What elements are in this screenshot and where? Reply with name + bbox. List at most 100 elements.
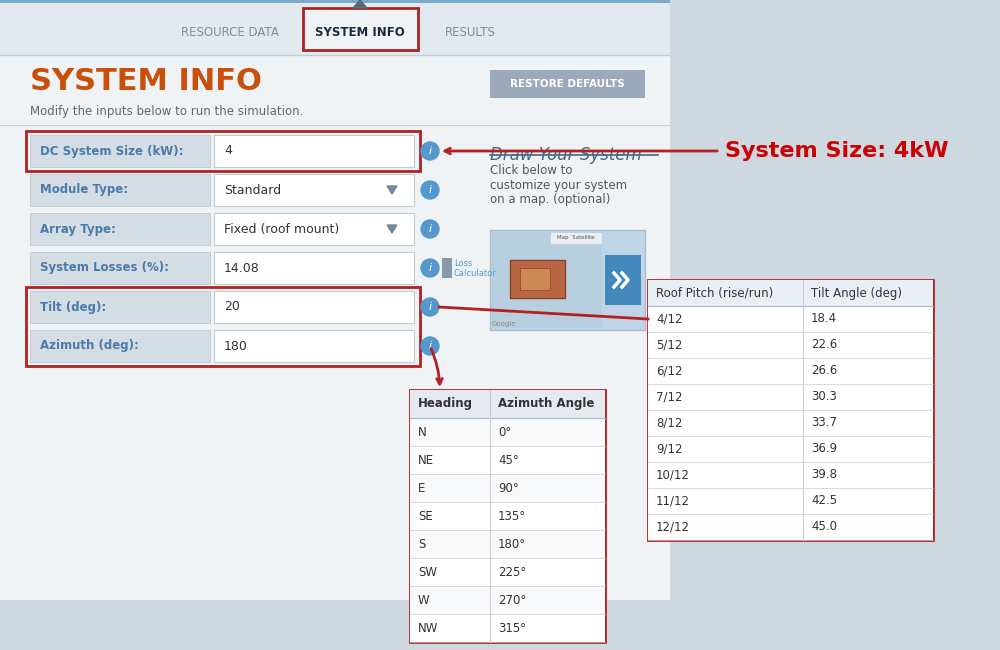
Bar xyxy=(30,213,210,245)
Text: NW: NW xyxy=(418,621,438,634)
Bar xyxy=(648,436,933,462)
Text: 6/12: 6/12 xyxy=(656,365,682,378)
Text: 90°: 90° xyxy=(498,482,519,495)
Bar xyxy=(490,70,645,98)
Text: SW: SW xyxy=(418,566,437,578)
Bar xyxy=(214,252,414,284)
Bar xyxy=(410,474,605,502)
Text: i: i xyxy=(428,302,432,312)
Bar xyxy=(648,514,933,540)
Text: 315°: 315° xyxy=(498,621,526,634)
Bar xyxy=(214,174,414,206)
Text: 45.0: 45.0 xyxy=(811,521,837,534)
Bar xyxy=(410,614,605,642)
Bar xyxy=(30,174,210,206)
Bar xyxy=(520,268,550,290)
Bar xyxy=(648,358,933,384)
Text: Tilt Angle (deg): Tilt Angle (deg) xyxy=(811,287,902,300)
Polygon shape xyxy=(387,225,397,233)
Bar xyxy=(30,330,210,362)
Text: 14.08: 14.08 xyxy=(224,261,260,274)
Bar xyxy=(605,255,641,305)
Bar xyxy=(410,390,605,642)
Text: SYSTEM INFO: SYSTEM INFO xyxy=(30,68,262,96)
Bar xyxy=(410,446,605,474)
Text: 7/12: 7/12 xyxy=(656,391,682,404)
Text: Calculator: Calculator xyxy=(454,268,497,278)
Text: Modify the inputs below to run the simulation.: Modify the inputs below to run the simul… xyxy=(30,105,303,118)
Text: 4/12: 4/12 xyxy=(656,313,682,326)
Text: 36.9: 36.9 xyxy=(811,443,837,456)
Text: Google: Google xyxy=(492,321,516,327)
Text: Map  Satellite: Map Satellite xyxy=(557,235,595,240)
Bar xyxy=(0,0,670,600)
Bar xyxy=(648,462,933,488)
Text: 11/12: 11/12 xyxy=(656,495,690,508)
Bar xyxy=(0,0,670,55)
Polygon shape xyxy=(353,0,367,8)
Text: System Losses (%):: System Losses (%): xyxy=(40,261,169,274)
Text: Array Type:: Array Type: xyxy=(40,222,116,235)
Polygon shape xyxy=(387,186,397,194)
Text: 42.5: 42.5 xyxy=(811,495,837,508)
Bar xyxy=(648,280,933,540)
Bar xyxy=(492,232,602,328)
Text: i: i xyxy=(428,263,432,273)
Text: W: W xyxy=(418,593,430,606)
Text: Draw Your System: Draw Your System xyxy=(490,146,642,164)
Text: 26.6: 26.6 xyxy=(811,365,837,378)
Bar xyxy=(0,0,670,3)
Text: i: i xyxy=(428,224,432,234)
Text: Heading: Heading xyxy=(418,398,473,411)
Text: i: i xyxy=(428,341,432,351)
Bar xyxy=(510,260,565,298)
Text: Module Type:: Module Type: xyxy=(40,183,128,196)
Text: Loss: Loss xyxy=(454,259,472,268)
Bar xyxy=(214,213,414,245)
Bar xyxy=(214,330,414,362)
Text: 135°: 135° xyxy=(498,510,526,523)
Text: 30.3: 30.3 xyxy=(811,391,837,404)
Text: 180°: 180° xyxy=(498,538,526,551)
Text: i: i xyxy=(428,185,432,195)
Circle shape xyxy=(421,259,439,277)
Text: Roof Pitch (rise/run): Roof Pitch (rise/run) xyxy=(656,287,773,300)
Bar xyxy=(410,558,605,586)
Bar xyxy=(30,252,210,284)
Text: N: N xyxy=(418,426,427,439)
Text: 39.8: 39.8 xyxy=(811,469,837,482)
Text: 12/12: 12/12 xyxy=(656,521,690,534)
Text: 10/12: 10/12 xyxy=(656,469,690,482)
Text: i: i xyxy=(428,146,432,156)
Circle shape xyxy=(421,220,439,238)
Circle shape xyxy=(421,298,439,316)
Text: NE: NE xyxy=(418,454,434,467)
Bar xyxy=(490,230,645,330)
Bar xyxy=(648,306,933,332)
Text: Tilt (deg):: Tilt (deg): xyxy=(40,300,106,313)
Bar xyxy=(30,135,210,167)
Bar xyxy=(648,280,933,306)
Bar xyxy=(410,418,605,446)
Bar xyxy=(648,384,933,410)
Text: 20: 20 xyxy=(224,300,240,313)
Text: RESOURCE DATA: RESOURCE DATA xyxy=(181,27,279,40)
Circle shape xyxy=(421,142,439,160)
Text: 22.6: 22.6 xyxy=(811,339,837,352)
Bar xyxy=(648,410,933,436)
Bar xyxy=(26,287,420,366)
Text: 5/12: 5/12 xyxy=(656,339,682,352)
Bar xyxy=(410,390,605,418)
Text: System Size: 4kW: System Size: 4kW xyxy=(725,141,948,161)
Text: 33.7: 33.7 xyxy=(811,417,837,430)
Bar xyxy=(442,258,452,278)
Text: RESTORE DEFAULTS: RESTORE DEFAULTS xyxy=(510,79,624,89)
Text: Click below to
customize your system
on a map. (optional): Click below to customize your system on … xyxy=(490,164,627,207)
Text: E: E xyxy=(418,482,425,495)
Text: 0°: 0° xyxy=(498,426,511,439)
Text: 9/12: 9/12 xyxy=(656,443,682,456)
Bar xyxy=(214,291,414,323)
Bar xyxy=(410,530,605,558)
Bar xyxy=(648,488,933,514)
Bar xyxy=(550,232,602,244)
